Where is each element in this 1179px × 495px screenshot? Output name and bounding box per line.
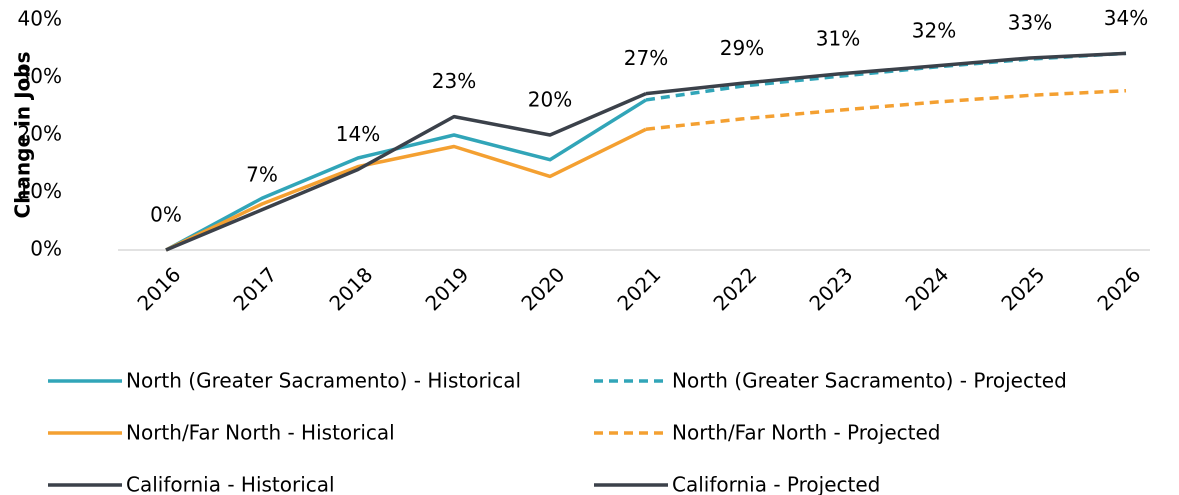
y-tick-label: 20%: [18, 122, 62, 146]
series-line: [645, 88, 1127, 131]
data-label: 20%: [528, 88, 572, 112]
legend-label: North (Greater Sacramento) - Projected: [672, 369, 1067, 393]
legend-label: North/Far North - Historical: [126, 421, 395, 445]
data-label: 14%: [336, 122, 380, 146]
legend-label: California - Historical: [126, 473, 335, 495]
data-label: 32%: [912, 19, 956, 43]
legend-label: North (Greater Sacramento) - Historical: [126, 369, 521, 393]
data-label: 34%: [1104, 6, 1148, 30]
x-tick-label: 2023: [804, 262, 857, 315]
x-tick-label: 2025: [996, 262, 1049, 315]
x-tick-label: 2019: [420, 262, 473, 315]
x-tick-label: 2018: [324, 262, 377, 315]
data-label: 23%: [432, 69, 476, 93]
y-tick-label: 10%: [18, 179, 62, 203]
data-label: 0%: [150, 203, 182, 227]
data-label: 27%: [624, 46, 668, 70]
data-label: 7%: [246, 162, 278, 186]
legend-label: California - Projected: [672, 473, 880, 495]
series-line: [165, 127, 647, 252]
data-label: 29%: [720, 36, 764, 60]
data-label: 33%: [1008, 10, 1052, 34]
y-tick-label: 30%: [18, 64, 62, 88]
x-tick-label: 2026: [1092, 262, 1145, 315]
series-line: [645, 51, 1127, 96]
y-tick-label: 40%: [18, 7, 62, 31]
series-line: [165, 98, 647, 252]
x-tick-label: 2022: [708, 262, 761, 315]
data-label: 31%: [816, 27, 860, 51]
x-tick-label: 2017: [228, 262, 281, 315]
x-tick-label: 2021: [612, 262, 665, 315]
y-tick-label: 0%: [30, 237, 62, 261]
x-tick-label: 2024: [900, 262, 953, 315]
series-line: [165, 91, 647, 252]
legend-label: North/Far North - Projected: [672, 421, 940, 445]
x-tick-label: 2016: [132, 262, 185, 315]
x-tick-label: 2020: [516, 262, 569, 315]
y-axis-label: Change in Jobs: [11, 52, 35, 219]
